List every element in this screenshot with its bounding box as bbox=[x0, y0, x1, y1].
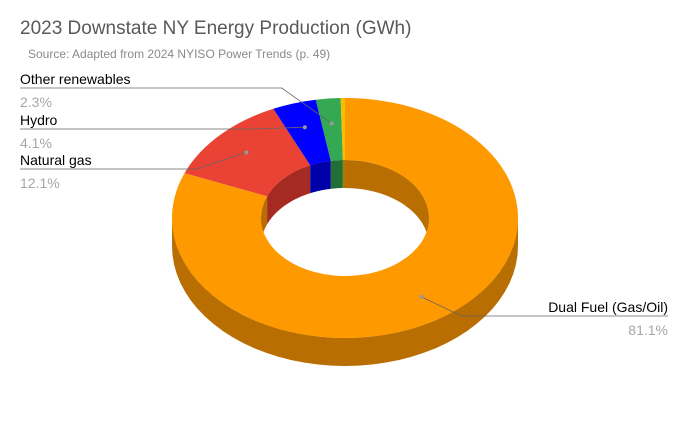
slice-other-renewables bbox=[315, 98, 343, 161]
slice-inner-wall-dual-fuel-gas-oil bbox=[345, 160, 429, 246]
slice-other bbox=[340, 98, 345, 161]
slice-label-hydro: Hydro bbox=[20, 112, 58, 128]
slice-side-dual-fuel-gas-oil bbox=[172, 218, 518, 366]
slice-sides bbox=[172, 218, 518, 366]
leader-lines bbox=[20, 87, 668, 317]
leader-dot-hydro bbox=[302, 125, 307, 130]
slice-percent-dual-fuel-gas-oil: 81.1% bbox=[628, 322, 668, 338]
slice-label-other-renewables: Other renewables bbox=[20, 71, 131, 87]
slice-inner-wall-natural-gas bbox=[267, 165, 311, 225]
slice-label-dual-fuel-gas-oil: Dual Fuel (Gas/Oil) bbox=[548, 299, 668, 315]
slice-dual-fuel-gas-oil bbox=[172, 98, 518, 338]
leader-line-other-renewables bbox=[20, 87, 332, 124]
slice-percent-other-renewables: 2.3% bbox=[20, 94, 52, 110]
slice-inner-wall-other-renewables bbox=[330, 160, 343, 189]
slice-labels: Dual Fuel (Gas/Oil) 81.1% Natural gas 12.1%… bbox=[20, 71, 668, 338]
slice-percent-hydro: 4.1% bbox=[20, 135, 52, 151]
leader-line-hydro bbox=[20, 126, 305, 130]
slice-inner-wall-hydro bbox=[310, 160, 331, 194]
leader-dot-other-renewables bbox=[329, 121, 334, 126]
slice-inner-wall-other bbox=[342, 160, 345, 189]
slice-tops bbox=[172, 98, 518, 338]
slice-percent-natural-gas: 12.1% bbox=[20, 175, 60, 191]
leader-dot-dual-fuel-gas-oil bbox=[419, 294, 424, 299]
leader-line-natural-gas bbox=[20, 151, 247, 170]
chart-subtitle: Source: Adapted from 2024 NYISO Power Tr… bbox=[28, 47, 331, 61]
slice-label-natural-gas: Natural gas bbox=[20, 152, 92, 168]
leader-line-dual-fuel-gas-oil bbox=[421, 296, 668, 317]
slice-hydro bbox=[273, 99, 331, 166]
chart-title: 2023 Downstate NY Energy Production (GWh… bbox=[20, 18, 412, 39]
leader-dot-natural-gas bbox=[244, 150, 249, 155]
hole-inner-walls bbox=[261, 160, 429, 246]
